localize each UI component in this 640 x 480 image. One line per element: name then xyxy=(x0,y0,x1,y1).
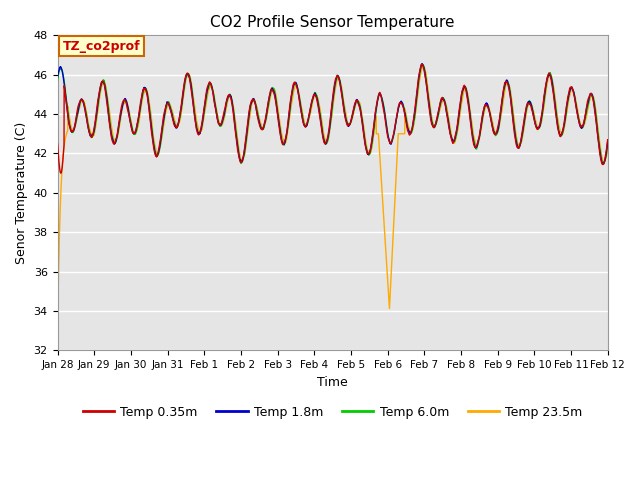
Legend: Temp 0.35m, Temp 1.8m, Temp 6.0m, Temp 23.5m: Temp 0.35m, Temp 1.8m, Temp 6.0m, Temp 2… xyxy=(78,401,588,424)
X-axis label: Time: Time xyxy=(317,376,348,389)
Y-axis label: Senor Temperature (C): Senor Temperature (C) xyxy=(15,122,28,264)
Title: CO2 Profile Sensor Temperature: CO2 Profile Sensor Temperature xyxy=(211,15,455,30)
Text: TZ_co2prof: TZ_co2prof xyxy=(63,39,141,52)
